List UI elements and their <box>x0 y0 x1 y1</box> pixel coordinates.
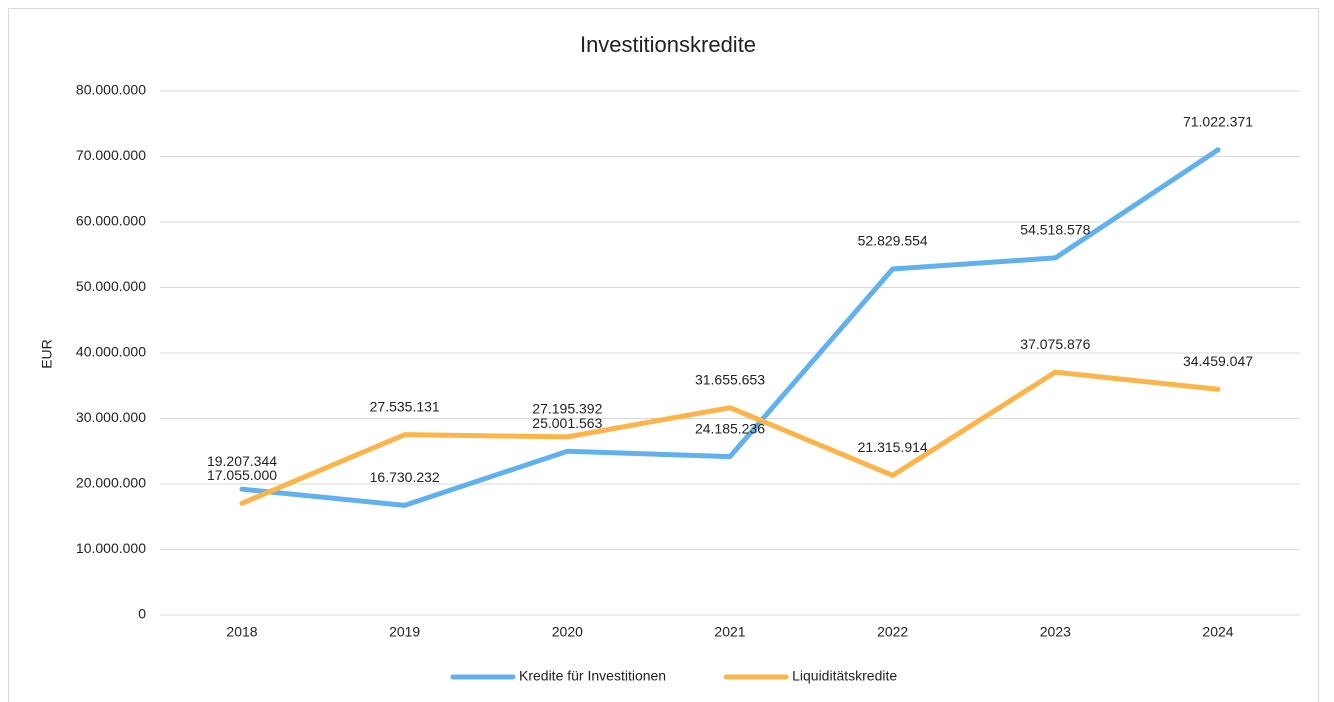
data-label: 71.022.371 <box>1183 114 1253 130</box>
chart-frame <box>8 8 1319 702</box>
legend-label: Kredite für Investitionen <box>519 668 666 684</box>
series-line <box>239 369 1221 506</box>
data-label: 19.207.344 <box>207 453 277 469</box>
x-tick-label: 2024 <box>1202 624 1233 640</box>
y-tick-label: 60.000.000 <box>76 213 146 229</box>
data-label: 37.075.876 <box>1020 336 1090 352</box>
data-label: 24.185.236 <box>695 420 765 436</box>
data-label: 34.459.047 <box>1183 353 1253 369</box>
x-tick-label: 2018 <box>226 624 257 640</box>
data-label: 27.535.131 <box>370 398 440 414</box>
y-tick-label: 80.000.000 <box>76 82 146 98</box>
chart-title: Investitionskredite <box>580 32 756 57</box>
y-tick-label: 0 <box>138 606 146 622</box>
data-label: 31.655.653 <box>695 371 765 387</box>
y-tick-label: 40.000.000 <box>76 344 146 360</box>
x-tick-label: 2019 <box>389 624 420 640</box>
x-tick-label: 2023 <box>1040 624 1071 640</box>
legend-label: Liquiditätskredite <box>792 668 897 684</box>
y-tick-label: 30.000.000 <box>76 409 146 425</box>
data-label: 25.001.563 <box>532 415 602 431</box>
data-label: 27.195.392 <box>532 401 602 417</box>
data-label: 17.055.000 <box>207 467 277 483</box>
data-label: 21.315.914 <box>858 439 928 455</box>
data-label: 16.730.232 <box>370 469 440 485</box>
y-axis-label: EUR <box>39 339 55 369</box>
x-tick-label: 2020 <box>552 624 583 640</box>
data-label: 54.518.578 <box>1020 222 1090 238</box>
y-tick-label: 70.000.000 <box>76 147 146 163</box>
x-tick-label: 2022 <box>877 624 908 640</box>
y-tick-label: 10.000.000 <box>76 540 146 556</box>
data-label: 52.829.554 <box>858 233 928 249</box>
y-tick-label: 20.000.000 <box>76 475 146 491</box>
y-tick-label: 50.000.000 <box>76 278 146 294</box>
x-tick-label: 2021 <box>714 624 745 640</box>
series-line <box>239 147 1221 508</box>
